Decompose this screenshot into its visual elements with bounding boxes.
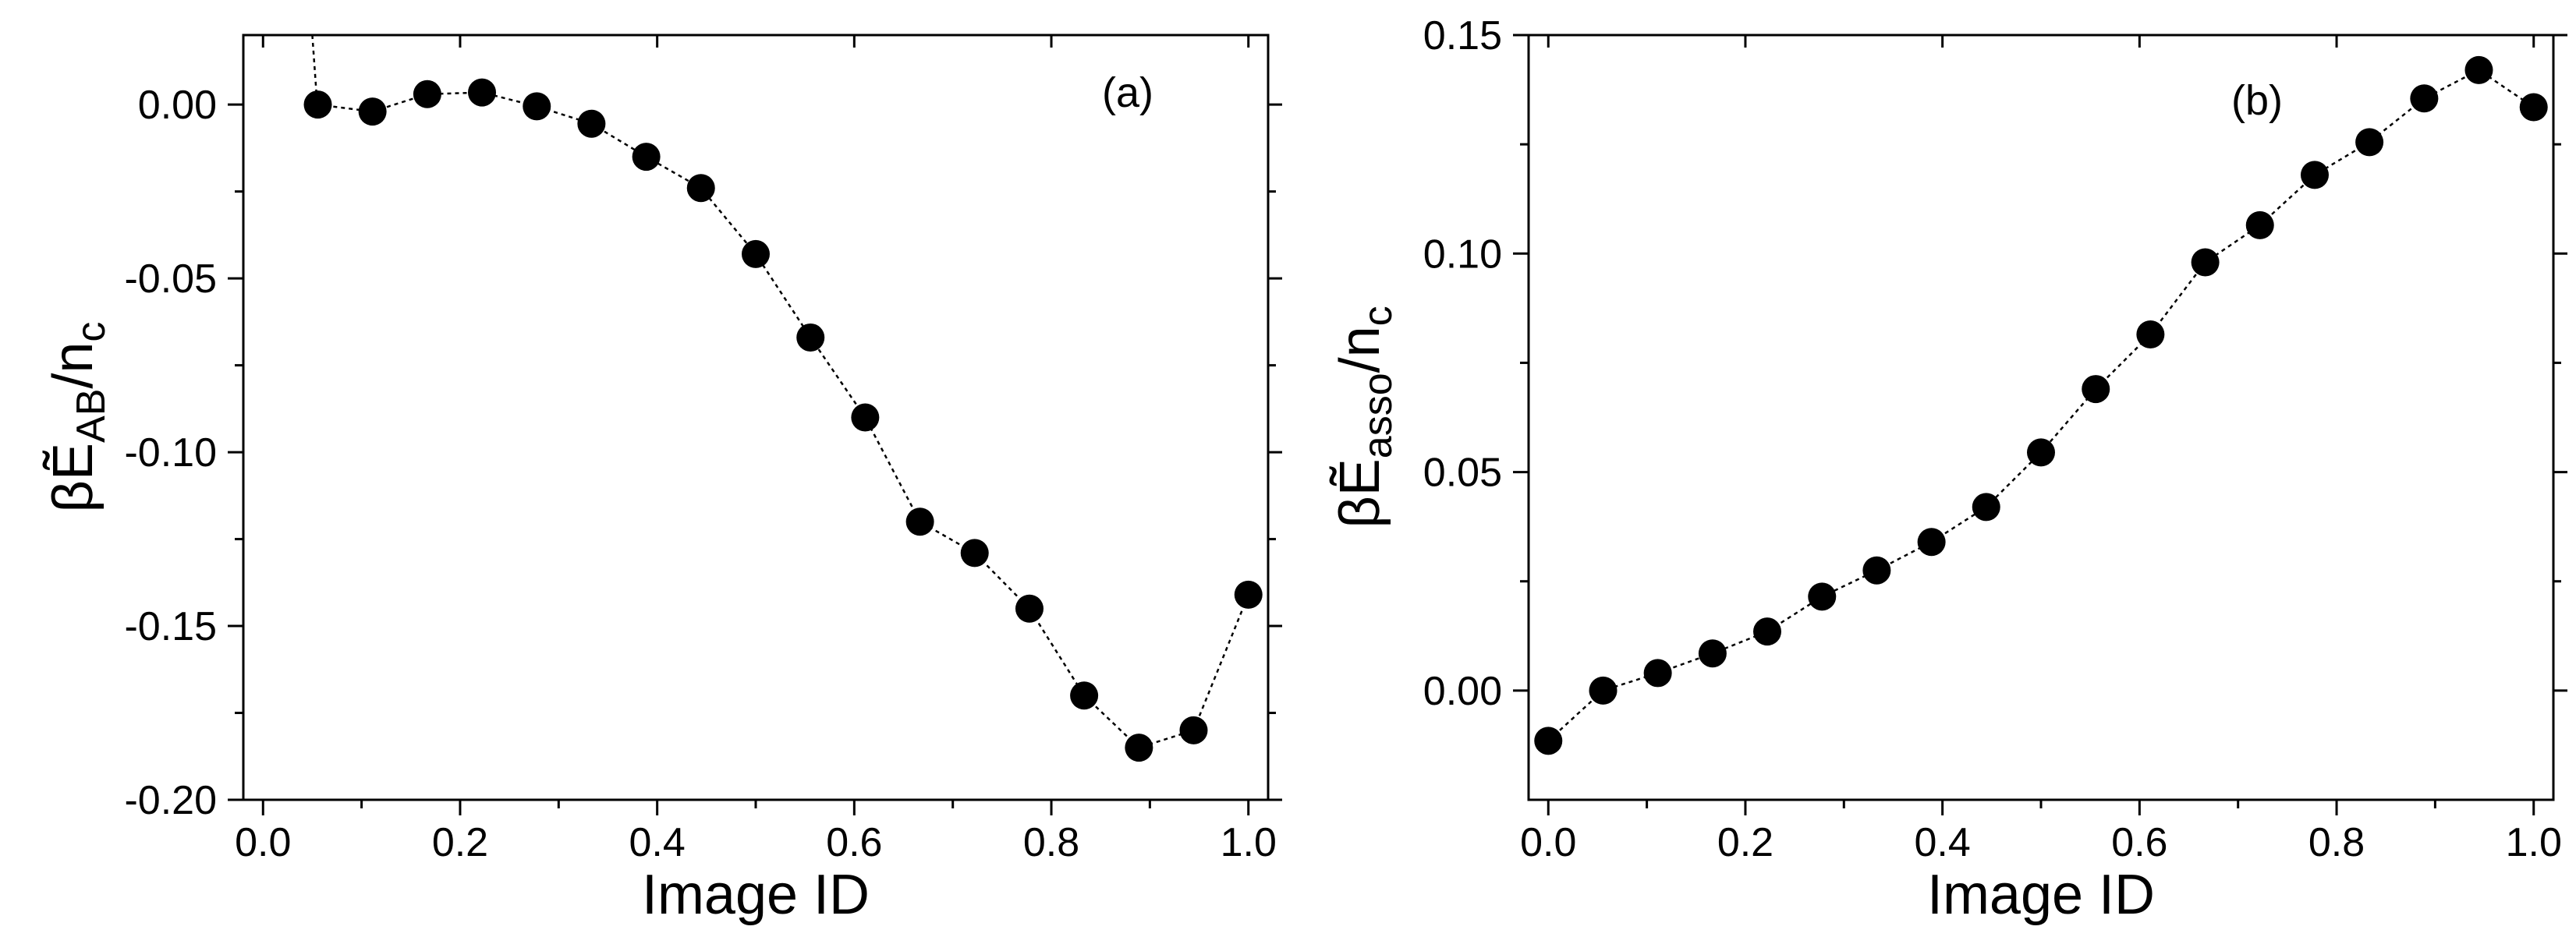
panel-a-data-point: [1234, 580, 1263, 609]
panel-a-data-point: [468, 78, 497, 107]
panel-a-data-point: [1179, 716, 1208, 744]
panel-b-x-tick-label: 0.8: [2308, 820, 2365, 865]
panel-b-x-tick-label: 0.2: [1717, 820, 1773, 865]
panel-b-x-tick-label: 1.0: [2506, 820, 2562, 865]
panel-a-y-axis-title: βẼAB/nc: [42, 322, 114, 513]
panel-b-y-tick-label: 0.15: [1423, 13, 1502, 58]
panel-b-chart: 0.0 0.2 0.4 0.6 0.8 1.0 0.000.050.100.15 (b) …: [1329, 13, 2567, 926]
panel-b-data-point: [1753, 617, 1782, 646]
panel-b-data-point: [1862, 556, 1891, 585]
panel-a-data-point: [1015, 594, 1044, 623]
panel-a-x-tick-label: 0.8: [1023, 820, 1079, 865]
panel-b-x-axis-title: Image ID: [1927, 864, 2155, 926]
panel-a-data-point: [303, 90, 332, 119]
panel-b-x-tick-label: 0.6: [2111, 820, 2167, 865]
panel-a-y-tick-label: -0.10: [124, 430, 217, 476]
panel-b-data-point: [2082, 375, 2110, 404]
panel-b-data-point: [1589, 676, 1618, 705]
panel-b-data-point: [2464, 55, 2493, 84]
panel-a-data-point: [1125, 734, 1153, 762]
panel-a-y-tick-label: -0.05: [124, 256, 217, 302]
panel-a-chart: 0.0 0.2 0.4 0.6 0.8 1.0 0.00 -0.05 -0.10 -0.15 -0…: [42, 34, 1282, 926]
panel-b-y-symbol: Ẽ: [1329, 458, 1391, 496]
panel-b-data-point: [2410, 84, 2439, 113]
panel-b-y-subscript: asso: [1355, 373, 1401, 458]
panel-a-data-point: [851, 403, 880, 432]
panel-b-y-tick-labels: 0.00 0.05 0.10 0.15: [1423, 13, 1502, 714]
panel-a-data-point: [358, 97, 387, 126]
panel-a-data-point: [905, 507, 934, 536]
panel-b-data-point: [2191, 248, 2220, 277]
panel-a-x-axis-title: Image ID: [642, 864, 870, 926]
panel-b-y-suffix-sub: c: [1355, 306, 1401, 326]
panel-a-data-point: [686, 174, 715, 203]
panel-a-data-point: [577, 109, 606, 138]
panel-b-data-point: [1643, 659, 1672, 688]
panel-a-data-point: [523, 92, 551, 121]
panel-a-x-tick-labels: 0.0 0.2 0.4 0.6 0.8 1.0: [235, 820, 1277, 865]
panel-a-series: [303, 34, 1263, 762]
panel-a-x-tick-label: 0.6: [826, 820, 882, 865]
panel-b-data-point: [1698, 639, 1727, 668]
panel-a-y-tick-label: -0.20: [124, 778, 217, 823]
panel-b-frame: [1527, 34, 2555, 801]
panel-a-ticks: [228, 35, 1282, 815]
panel-a-data-point: [796, 323, 825, 352]
panel-a-data-point: [960, 539, 989, 568]
panel-a-x-tick-label: 0.0: [235, 820, 291, 865]
panel-a-y-suffix-sub: c: [69, 322, 114, 342]
panel-a-frame: [242, 34, 1270, 801]
panel-b-series-line: [1547, 69, 2535, 742]
panel-b-y-tick-label: 0.10: [1423, 232, 1502, 277]
panel-b-y-axis-title: βẼasso/nc: [1329, 306, 1401, 528]
panel-a-x-tick-label: 0.4: [629, 820, 686, 865]
panel-b-ticks: [1513, 34, 2567, 815]
panel-a-y-tick-label: 0.00: [138, 83, 217, 128]
panel-b-data-point: [2245, 210, 2274, 239]
panel-b-data-point: [1534, 727, 1563, 755]
panel-b-data-point: [2519, 93, 2548, 122]
panel-a-y-subscript: AB: [69, 389, 114, 443]
panel-a-data-point: [632, 143, 661, 171]
panel-b-data-point: [1972, 493, 2000, 522]
panel-b-data-point: [1808, 582, 1837, 611]
panel-b-x-tick-label: 0.0: [1520, 820, 1576, 865]
panel-b-y-tick-label: 0.00: [1423, 669, 1502, 714]
panel-b-y-suffix: /n: [1329, 326, 1391, 373]
panel-b-data-point: [2300, 161, 2329, 189]
panel-b-data-point: [2355, 128, 2384, 157]
panel-b-y-prefix: β: [1329, 496, 1391, 528]
panel-a-y-suffix: /n: [42, 342, 105, 389]
panel-a-series-line: [317, 91, 1249, 749]
panel-b-data-point: [2027, 438, 2055, 467]
panel-b-data-point: [2136, 320, 2165, 348]
panel-a-data-point: [413, 80, 441, 108]
panel-b-y-tick-label: 0.05: [1423, 451, 1502, 496]
panel-a-data-point: [1070, 681, 1099, 710]
panel-a-label: (a): [1102, 69, 1153, 116]
panel-a-y-tick-labels: 0.00 -0.05 -0.10 -0.15 -0.20: [124, 83, 217, 823]
panel-b-x-tick-labels: 0.0 0.2 0.4 0.6 0.8 1.0: [1520, 820, 2562, 865]
panel-a-x-tick-label: 0.2: [432, 820, 488, 865]
panel-a-x-tick-label: 1.0: [1221, 820, 1277, 865]
panel-a-data-point: [742, 239, 770, 268]
panel-b-data-point: [1917, 528, 1946, 557]
panel-a-y-prefix: β: [42, 480, 105, 512]
panel-b-label: (b): [2231, 77, 2283, 124]
panel-a-y-tick-label: -0.15: [124, 604, 217, 649]
panel-a-y-symbol: Ẽ: [42, 443, 105, 480]
panel-b-x-tick-label: 0.4: [1915, 820, 1971, 865]
panel-b-series: [1534, 55, 2548, 755]
